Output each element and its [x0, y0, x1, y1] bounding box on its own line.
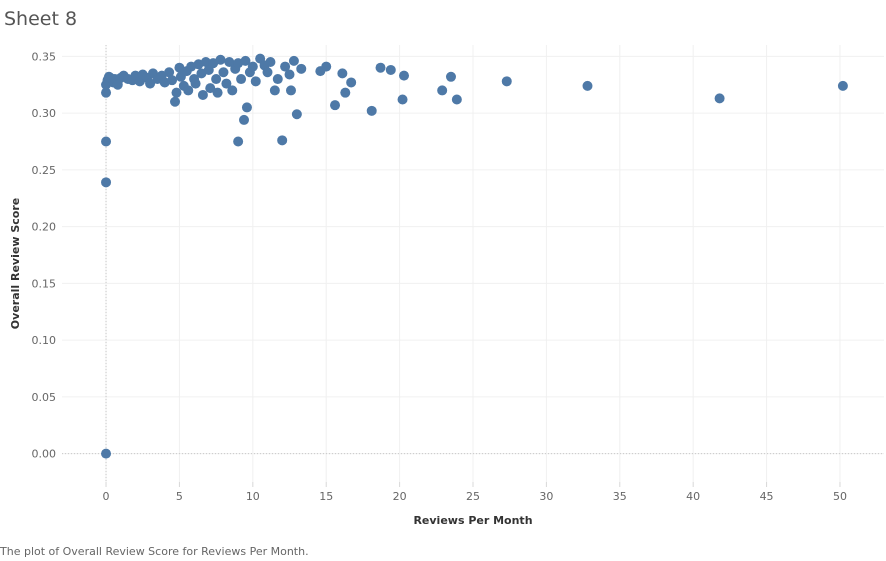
data-point[interactable]	[501, 76, 512, 87]
data-point[interactable]	[227, 85, 238, 96]
data-point[interactable]	[296, 63, 307, 74]
data-point[interactable]	[262, 67, 273, 78]
y-axis-title: Overall Review Score	[9, 198, 22, 329]
y-tick-label: 0.15	[32, 277, 57, 290]
x-tick-label: 15	[319, 490, 333, 503]
data-point[interactable]	[265, 57, 276, 68]
x-tick-label: 10	[246, 490, 260, 503]
data-point[interactable]	[145, 78, 156, 89]
data-point[interactable]	[272, 74, 283, 85]
data-point[interactable]	[337, 68, 348, 79]
data-point[interactable]	[205, 83, 216, 94]
data-point[interactable]	[247, 61, 258, 72]
data-point[interactable]	[233, 136, 244, 147]
data-point[interactable]	[397, 94, 408, 105]
data-point[interactable]	[215, 54, 226, 65]
data-point[interactable]	[239, 114, 250, 125]
data-point[interactable]	[171, 87, 182, 98]
data-point[interactable]	[241, 102, 252, 113]
y-tick-label: 0.35	[32, 50, 57, 63]
data-point[interactable]	[240, 55, 251, 66]
chart-caption: The plot of Overall Review Score for Rev…	[0, 545, 309, 558]
data-point[interactable]	[445, 71, 456, 82]
y-tick-label: 0.20	[32, 221, 57, 234]
data-point[interactable]	[340, 87, 351, 98]
x-tick-label: 35	[613, 490, 627, 503]
x-axis-ticks: 0 5 10 15 20 25 30 35 40 45 50	[103, 490, 847, 503]
data-point[interactable]	[211, 74, 222, 85]
data-point[interactable]	[101, 448, 112, 459]
data-point[interactable]	[837, 80, 848, 91]
x-tick-label: 30	[539, 490, 553, 503]
data-point[interactable]	[250, 76, 261, 87]
data-point[interactable]	[285, 85, 296, 96]
x-axis-title: Reviews Per Month	[413, 514, 532, 527]
data-point[interactable]	[385, 64, 396, 75]
data-point[interactable]	[101, 136, 112, 147]
data-point[interactable]	[212, 87, 223, 98]
data-point[interactable]	[714, 93, 725, 104]
x-tick-label: 40	[686, 490, 700, 503]
sheet-title: Sheet 8	[4, 8, 78, 30]
x-tick-label: 0	[103, 490, 110, 503]
data-point[interactable]	[190, 78, 201, 89]
data-point[interactable]	[200, 57, 211, 68]
y-axis-ticks: 0.00 0.05 0.10 0.15 0.20 0.25 0.30 0.35	[32, 50, 57, 460]
data-point[interactable]	[375, 62, 386, 73]
y-tick-label: 0.05	[32, 391, 57, 404]
data-point[interactable]	[451, 94, 462, 105]
data-point[interactable]	[218, 67, 229, 78]
x-tick-label: 45	[760, 490, 774, 503]
data-point[interactable]	[101, 87, 112, 98]
data-point[interactable]	[197, 89, 208, 100]
data-point[interactable]	[164, 67, 175, 78]
y-tick-label: 0.00	[32, 448, 57, 461]
data-point[interactable]	[346, 77, 357, 88]
data-point[interactable]	[399, 70, 410, 81]
data-point[interactable]	[582, 80, 593, 91]
data-point[interactable]	[170, 96, 181, 107]
grid-layer	[62, 45, 884, 487]
y-tick-label: 0.10	[32, 334, 57, 347]
data-point[interactable]	[291, 109, 302, 120]
x-tick-label: 50	[833, 490, 847, 503]
data-point[interactable]	[366, 105, 377, 116]
points-layer	[101, 53, 848, 459]
data-point[interactable]	[236, 74, 247, 85]
data-point[interactable]	[167, 75, 178, 86]
data-point[interactable]	[280, 61, 291, 72]
data-point[interactable]	[221, 78, 232, 89]
data-point[interactable]	[321, 61, 332, 72]
x-tick-label: 20	[393, 490, 407, 503]
data-point[interactable]	[437, 85, 448, 96]
data-point[interactable]	[101, 177, 112, 188]
data-point[interactable]	[330, 100, 341, 111]
x-tick-label: 25	[466, 490, 480, 503]
data-point[interactable]	[284, 69, 295, 80]
scatter-chart: 0.00 0.05 0.10 0.15 0.20 0.25 0.30 0.35 0 5 10 15 2…	[9, 45, 884, 527]
data-point[interactable]	[277, 135, 288, 146]
data-point[interactable]	[183, 85, 194, 96]
y-tick-label: 0.25	[32, 164, 57, 177]
data-point[interactable]	[224, 57, 235, 68]
data-point[interactable]	[288, 55, 299, 66]
y-tick-label: 0.30	[32, 107, 57, 120]
data-point[interactable]	[269, 85, 280, 96]
x-tick-label: 5	[176, 490, 183, 503]
